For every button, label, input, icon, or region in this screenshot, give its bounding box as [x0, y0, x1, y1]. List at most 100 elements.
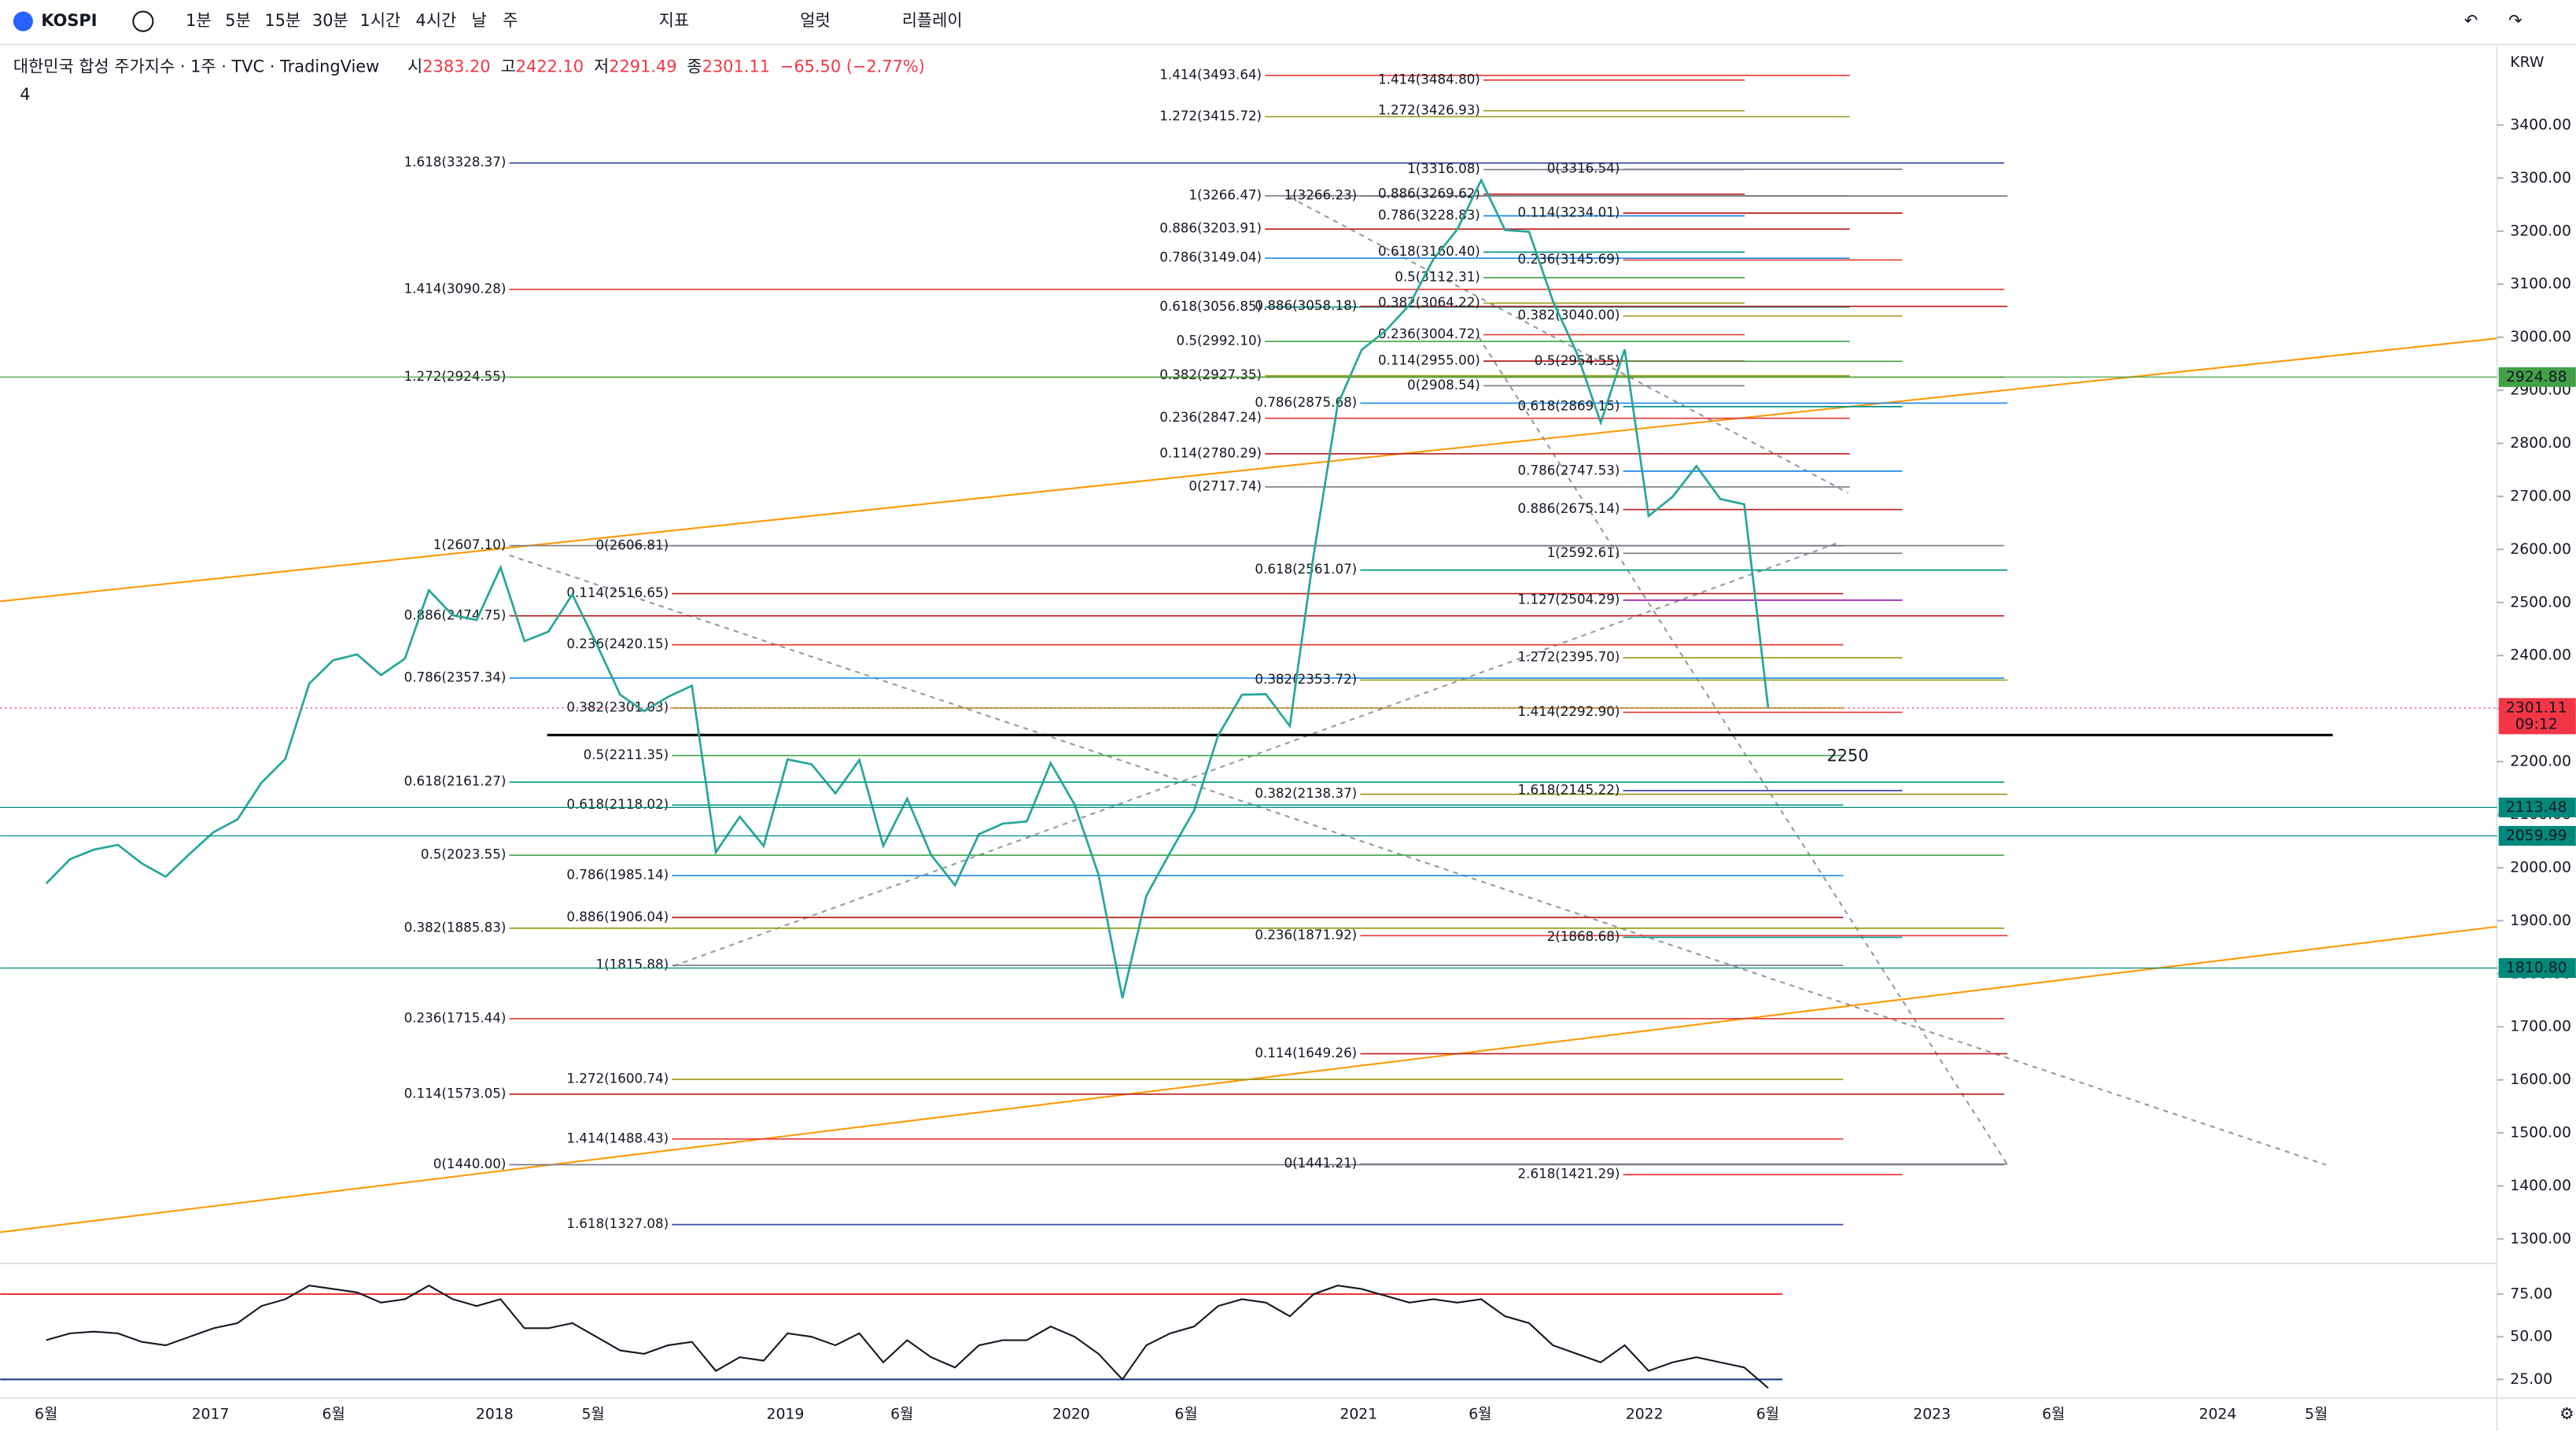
y-tick-label: 1300.00	[2510, 1230, 2571, 1247]
y-tick-label: 1700.00	[2510, 1019, 2571, 1035]
y-tick-label: 1400.00	[2510, 1178, 2571, 1194]
y-tick-label: 3300.00	[2510, 170, 2571, 186]
fib-label: 1(3266.47)	[1188, 186, 1262, 202]
fib-label: 1.414(3484.80)	[1378, 71, 1480, 87]
currency[interactable]: KRW	[2510, 54, 2544, 71]
interval-button[interactable]: 4시간	[416, 11, 457, 30]
x-tick-label: 2021	[1340, 1407, 1377, 1423]
price-marker-label: 2113.48	[2506, 799, 2567, 816]
fib-label: 0.786(3149.04)	[1159, 249, 1262, 265]
fib-label: 0.886(3203.91)	[1159, 220, 1262, 236]
symbol[interactable]: KOSPI	[41, 11, 97, 30]
fib-label: 1(3266.23)	[1284, 187, 1358, 203]
fib-label: 1.272(2395.70)	[1518, 649, 1620, 665]
rsi-tick-label: 50.00	[2510, 1329, 2552, 1345]
fib-label: 1.414(2292.90)	[1518, 703, 1620, 719]
price-marker-label: 2924.88	[2506, 369, 2567, 385]
settings-button[interactable]: ⚙	[2559, 1404, 2574, 1423]
fib-label: 0.382(1885.83)	[404, 919, 507, 935]
indicator-count[interactable]: 4	[20, 85, 30, 104]
fib-label: 0.618(2118.02)	[566, 796, 669, 812]
fib-label: 0.114(3234.01)	[1518, 204, 1620, 219]
y-tick-label: 2800.00	[2510, 435, 2571, 452]
price-marker-time: 09:12	[2515, 716, 2558, 732]
fib-label: 0.5(2992.10)	[1177, 332, 1262, 348]
price-marker	[2498, 797, 2576, 817]
fib-label: 0.618(2561.07)	[1255, 561, 1357, 577]
price-marker-label: 2301.11	[2506, 699, 2567, 716]
redo-button[interactable]: ↷	[2508, 11, 2523, 30]
y-tick-label: 3400.00	[2510, 116, 2571, 133]
price-marker	[2498, 367, 2576, 387]
y-tick-label: 1600.00	[2510, 1071, 2571, 1088]
y-tick-label: 2600.00	[2510, 541, 2571, 558]
y-tick-label: 2200.00	[2510, 754, 2571, 770]
fib-label: 1(2592.61)	[1547, 544, 1620, 560]
price-marker	[2498, 825, 2576, 846]
legend-low: 2291.49	[609, 57, 676, 76]
legend-low-label: 저	[594, 57, 609, 76]
y-tick-label: 2500.00	[2510, 594, 2571, 610]
legend-close: 2301.11	[702, 57, 770, 76]
interval-button[interactable]: 5분	[225, 11, 251, 30]
trend-line	[1477, 336, 2009, 1166]
interval-button[interactable]: 1분	[186, 11, 212, 30]
fib-label: 0.5(3112.31)	[1395, 268, 1480, 284]
fib-label: 0.5(2023.55)	[421, 846, 507, 862]
fib-label: 0.5(2211.35)	[584, 747, 669, 762]
interval-button[interactable]: 30분	[312, 11, 348, 30]
fib-label: 0.786(2357.34)	[404, 669, 507, 684]
fib-label: 0.114(2955.00)	[1378, 352, 1480, 367]
fib-label: 0(2908.54)	[1407, 377, 1480, 393]
fib-label: 1.618(3328.37)	[404, 154, 507, 170]
fib-label: 1(1815.88)	[596, 957, 669, 972]
y-tick-label: 1900.00	[2510, 913, 2571, 929]
fib-label: 0.382(3064.22)	[1378, 294, 1480, 310]
x-tick-label: 5월	[2305, 1406, 2327, 1423]
indicators-button[interactable]: 지표	[659, 11, 689, 30]
symbol-icon[interactable]	[13, 11, 33, 31]
fib-label: 0.236(2420.15)	[566, 636, 669, 651]
legend-high-label: 고	[500, 57, 515, 76]
fib-label: 0.886(3058.18)	[1255, 297, 1357, 313]
fib-label: 1.272(1600.74)	[566, 1071, 669, 1086]
fib-label: 0(1441.21)	[1284, 1155, 1358, 1171]
fib-label: 0.236(3004.72)	[1378, 326, 1480, 341]
fib-label: 0.382(3040.00)	[1518, 307, 1620, 323]
interval-button[interactable]: 날	[472, 11, 487, 30]
x-tick-label: 6월	[1756, 1406, 1779, 1423]
rsi-line	[46, 1284, 1769, 1389]
fib-label: 0.786(1985.14)	[566, 866, 669, 882]
interval-button[interactable]: 1시간	[360, 11, 401, 30]
price-marker-label: 1810.80	[2506, 960, 2567, 976]
fib-label: 1.414(3090.28)	[404, 280, 507, 296]
alerts-button[interactable]: 얼럿	[800, 11, 830, 30]
compare-button[interactable]	[132, 10, 154, 32]
x-tick-label: 2024	[2199, 1407, 2237, 1423]
fib-label: 0(1440.00)	[433, 1156, 507, 1171]
rsi-tick-label: 25.00	[2510, 1371, 2552, 1388]
y-tick-label: 2000.00	[2510, 859, 2571, 876]
x-tick-label: 6월	[2042, 1406, 2065, 1423]
x-tick-label: 6월	[890, 1406, 913, 1423]
legend-open: 2383.20	[422, 57, 490, 76]
legend-close-label: 종	[687, 57, 702, 76]
fib-label: 0.382(2927.35)	[1159, 367, 1262, 382]
price-marker	[2498, 698, 2576, 735]
x-tick-label: 6월	[35, 1406, 57, 1423]
x-tick-label: 2022	[1626, 1407, 1664, 1423]
fib-label: 0.786(2747.53)	[1518, 462, 1620, 478]
interval-button[interactable]: 15분	[264, 11, 300, 30]
trend-line	[673, 541, 1841, 967]
interval-button[interactable]: 주	[503, 11, 518, 30]
x-tick-label: 2023	[1913, 1407, 1951, 1423]
fib-label: 0.236(1871.92)	[1255, 927, 1357, 942]
undo-button[interactable]: ↶	[2464, 11, 2478, 30]
fib-label: 0.114(2780.29)	[1159, 444, 1262, 460]
fib-label: 0.114(2516.65)	[566, 585, 669, 600]
legend: 대한민국 합성 주가지수 · 1주 · TVC · TradingView 시2…	[13, 57, 925, 76]
replay-button[interactable]: 리플레이	[902, 11, 963, 30]
fib-label: 0.618(3160.40)	[1378, 243, 1480, 259]
y-tick-label: 3000.00	[2510, 329, 2571, 345]
